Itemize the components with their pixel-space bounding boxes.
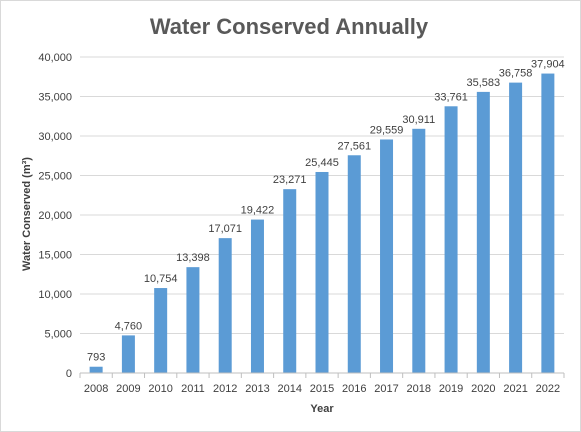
data-labels: 793 4,760 10,754 13,398 17,071 19,422 23,271 25… (87, 59, 565, 364)
bar-2017 (380, 139, 394, 373)
bar-2019 (444, 106, 458, 374)
data-label: 13,398 (176, 252, 210, 264)
y-tick-label: 20,000 (38, 210, 72, 222)
bar-2018 (412, 128, 426, 373)
bar-2022 (541, 73, 555, 373)
x-tick-label: 2013 (245, 383, 269, 395)
bar-2010 (154, 288, 168, 373)
data-label: 25,445 (305, 157, 339, 169)
x-tick-label: 2017 (374, 383, 398, 395)
data-label: 37,904 (531, 59, 565, 71)
y-tick-label: 5,000 (44, 329, 72, 341)
y-tick-label: 30,000 (38, 131, 72, 143)
data-label: 23,271 (273, 174, 307, 186)
x-axis-ticks: 2008 2009 2010 2011 2012 2013 2014 2015 2016 2017… (79, 373, 565, 395)
x-tick-label: 2014 (277, 383, 301, 395)
x-axis-title: Year (310, 403, 334, 415)
data-label: 29,559 (370, 124, 404, 136)
bar-2014 (283, 189, 297, 373)
data-label: 33,761 (434, 91, 468, 103)
x-tick-label: 2020 (471, 383, 495, 395)
bar-2015 (315, 171, 329, 373)
bar-2012 (218, 238, 232, 373)
x-tick-label: 2021 (503, 383, 527, 395)
x-tick-label: 2019 (439, 383, 463, 395)
y-tick-label: 0 (66, 368, 72, 380)
x-tick-label: 2012 (213, 383, 237, 395)
x-tick-label: 2008 (84, 383, 108, 395)
x-tick-label: 2016 (342, 383, 366, 395)
y-tick-label: 10,000 (38, 289, 72, 301)
x-tick-label: 2015 (310, 383, 334, 395)
data-label: 35,583 (467, 77, 501, 89)
y-tick-label: 25,000 (38, 171, 72, 183)
y-tick-label: 40,000 (38, 52, 72, 64)
y-axis-ticks: 0 5,000 10,000 15,000 20,000 25,000 30,000 35,0… (38, 52, 72, 380)
bars (89, 73, 555, 374)
data-label: 30,911 (402, 114, 435, 126)
y-axis-title: Water Conserved (m³) (21, 157, 33, 271)
bar-2020 (476, 91, 490, 374)
x-tick-label: 2009 (116, 383, 140, 395)
x-tick-label: 2022 (536, 383, 560, 395)
bar-2008 (89, 366, 103, 373)
bar-2013 (250, 219, 264, 373)
chart-title: Water Conserved Annually (150, 14, 429, 39)
data-label: 27,561 (337, 140, 371, 152)
data-label: 10,754 (144, 273, 178, 285)
x-tick-label: 2010 (148, 383, 172, 395)
bar-2021 (509, 82, 523, 373)
y-tick-label: 35,000 (38, 92, 72, 104)
bar-2011 (186, 267, 200, 373)
x-tick-label: 2018 (407, 383, 431, 395)
data-label: 36,758 (499, 68, 533, 80)
bar-2016 (347, 155, 361, 373)
data-label: 793 (87, 352, 105, 364)
bar-2009 (121, 335, 135, 373)
data-label: 19,422 (241, 205, 275, 217)
data-label: 4,760 (115, 320, 143, 332)
data-label: 17,071 (208, 223, 242, 235)
y-tick-label: 15,000 (38, 250, 72, 262)
x-tick-label: 2011 (181, 383, 205, 395)
